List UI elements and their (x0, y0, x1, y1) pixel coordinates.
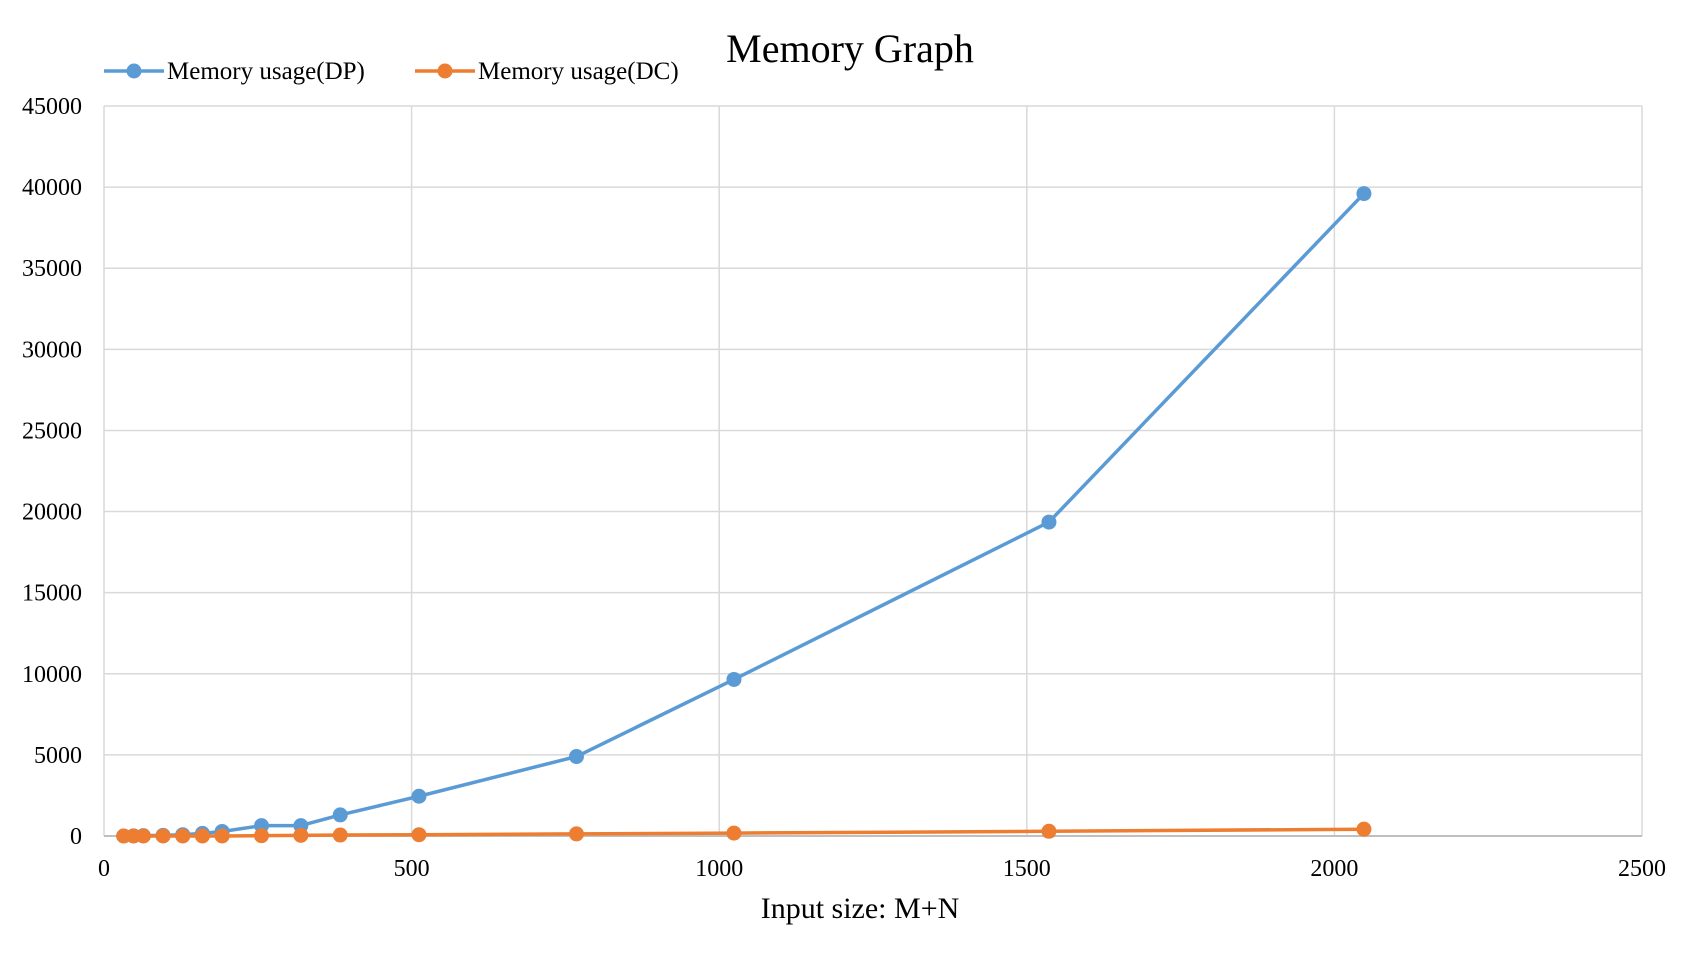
x-tick-label: 0 (98, 856, 110, 882)
x-tick-label: 1500 (1003, 856, 1051, 882)
data-point (253, 828, 269, 844)
x-axis-title: Input size: M+N (761, 892, 960, 925)
data-point (568, 749, 584, 765)
data-point (1356, 186, 1372, 202)
gridlines (103, 105, 1643, 837)
series-dc (116, 821, 1372, 844)
legend: Memory usage(DP) Memory usage(DC) (104, 58, 679, 85)
data-point (293, 827, 309, 843)
data-point (411, 827, 427, 843)
legend-marker (437, 63, 453, 79)
data-point (568, 826, 584, 842)
x-tick-label: 2000 (1310, 856, 1358, 882)
y-tick-label: 20000 (22, 500, 82, 526)
y-tick-label: 25000 (22, 418, 82, 444)
data-point (332, 807, 348, 823)
y-tick-label: 15000 (22, 581, 82, 607)
y-tick-label: 5000 (34, 743, 82, 769)
series-layer (116, 186, 1372, 844)
legend-label: Memory usage(DC) (478, 58, 679, 85)
legend-marker (126, 63, 142, 79)
x-tick-label: 500 (394, 856, 430, 882)
y-tick-label: 30000 (22, 337, 82, 363)
data-point (1356, 821, 1372, 837)
x-tick-label: 1000 (695, 856, 743, 882)
y-tick-label: 0 (70, 824, 82, 850)
y-tick-label: 45000 (22, 94, 82, 120)
data-point (726, 671, 742, 687)
data-point (1041, 514, 1057, 530)
data-point (214, 828, 230, 844)
legend-entry: Memory usage(DC) (415, 58, 679, 85)
data-point (726, 825, 742, 841)
axes: 0500010000150002000025000300003500040000… (22, 94, 1666, 882)
data-point (135, 828, 151, 844)
y-tick-label: 10000 (22, 662, 82, 688)
data-point (194, 828, 210, 844)
legend-label: Memory usage(DP) (167, 58, 365, 85)
chart-title: Memory Graph (726, 26, 974, 71)
x-tick-label: 2500 (1618, 856, 1666, 882)
y-tick-label: 35000 (22, 256, 82, 282)
data-point (332, 827, 348, 843)
data-point (155, 828, 171, 844)
data-point (1041, 823, 1057, 839)
y-tick-label: 40000 (22, 175, 82, 201)
data-point (411, 788, 427, 804)
legend-entry: Memory usage(DP) (104, 58, 365, 85)
data-point (175, 828, 191, 844)
